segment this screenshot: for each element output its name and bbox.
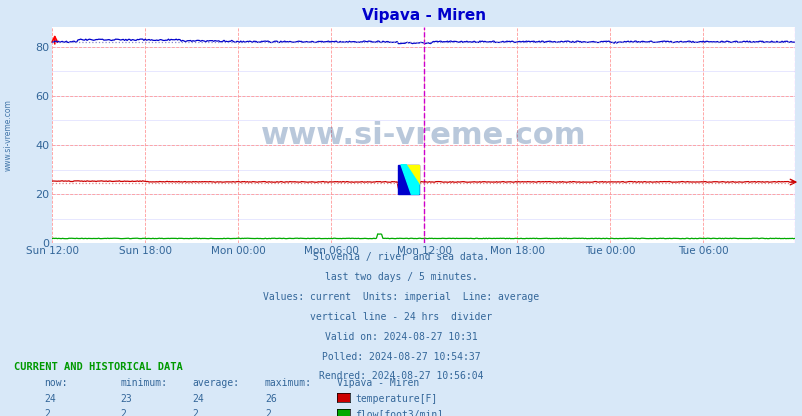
Text: Rendred: 2024-08-27 10:56:04: Rendred: 2024-08-27 10:56:04 xyxy=(319,371,483,381)
Text: vertical line - 24 hrs  divider: vertical line - 24 hrs divider xyxy=(310,312,492,322)
Text: www.si-vreme.com: www.si-vreme.com xyxy=(261,121,585,150)
Text: www.si-vreme.com: www.si-vreme.com xyxy=(4,99,13,171)
Text: 23: 23 xyxy=(120,394,132,404)
Text: 2: 2 xyxy=(192,409,198,416)
Text: flow[foot3/min]: flow[foot3/min] xyxy=(354,409,443,416)
Text: Vipava - Miren: Vipava - Miren xyxy=(337,378,419,388)
Title: Vipava - Miren: Vipava - Miren xyxy=(361,8,485,23)
Text: 24: 24 xyxy=(44,394,56,404)
Text: now:: now: xyxy=(44,378,67,388)
Text: average:: average: xyxy=(192,378,240,388)
Text: 24: 24 xyxy=(192,394,205,404)
Text: Slovenia / river and sea data.: Slovenia / river and sea data. xyxy=(313,252,489,262)
Text: Polled: 2024-08-27 10:54:37: Polled: 2024-08-27 10:54:37 xyxy=(322,352,480,362)
Text: temperature[F]: temperature[F] xyxy=(354,394,436,404)
Text: Values: current  Units: imperial  Line: average: Values: current Units: imperial Line: av… xyxy=(263,292,539,302)
Polygon shape xyxy=(400,165,419,194)
Text: 2: 2 xyxy=(44,409,50,416)
Text: last two days / 5 minutes.: last two days / 5 minutes. xyxy=(325,272,477,282)
Polygon shape xyxy=(398,165,419,194)
Text: Valid on: 2024-08-27 10:31: Valid on: 2024-08-27 10:31 xyxy=(325,332,477,342)
Text: 2: 2 xyxy=(120,409,126,416)
Text: 2: 2 xyxy=(265,409,270,416)
Text: CURRENT AND HISTORICAL DATA: CURRENT AND HISTORICAL DATA xyxy=(14,362,183,372)
Polygon shape xyxy=(406,165,419,184)
Text: 26: 26 xyxy=(265,394,277,404)
Text: minimum:: minimum: xyxy=(120,378,168,388)
Text: maximum:: maximum: xyxy=(265,378,312,388)
